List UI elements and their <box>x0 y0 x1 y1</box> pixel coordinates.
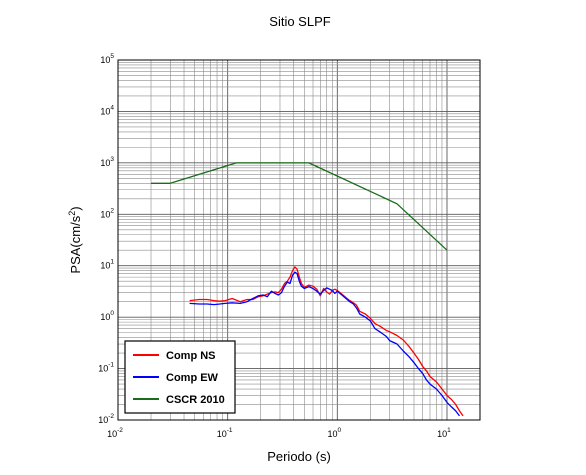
y-axis-ticks: 10-2 10-1 100 101 102 103 104 105 <box>98 53 114 425</box>
x-tick-label: 101 <box>437 427 451 439</box>
legend-label: Comp EW <box>166 372 219 384</box>
plot-series <box>151 162 464 417</box>
y-tick-label: 100 <box>100 310 114 322</box>
y-tick-label: 10-2 <box>98 413 114 425</box>
legend: Comp NS Comp EW CSCR 2010 <box>124 340 236 414</box>
y-axis-label: PSA(cm/s2) <box>67 206 83 273</box>
y-tick-label: 102 <box>100 207 114 219</box>
x-tick-label: 100 <box>328 427 342 439</box>
x-axis-label: Periodo (s) <box>267 449 331 464</box>
x-tick-label: 10-2 <box>107 427 123 439</box>
x-tick-label: 10-1 <box>217 427 233 439</box>
plot-frame <box>117 59 481 421</box>
x-axis-ticks: 10-2 10-1 100 101 <box>107 427 451 439</box>
chart-title: Sitio SLPF <box>269 14 330 29</box>
series-line-cscr-2010 <box>151 162 448 251</box>
y-tick-label: 104 <box>100 104 114 116</box>
y-tick-label: 103 <box>100 156 114 168</box>
series-line-comp-ns <box>189 266 464 417</box>
legend-label: Comp NS <box>166 350 216 362</box>
y-tick-label: 10-1 <box>98 362 114 374</box>
y-tick-label: 105 <box>100 53 114 65</box>
legend-label: CSCR 2010 <box>166 394 225 406</box>
y-tick-label: 101 <box>100 259 114 271</box>
series-line-comp-ew <box>189 271 461 417</box>
